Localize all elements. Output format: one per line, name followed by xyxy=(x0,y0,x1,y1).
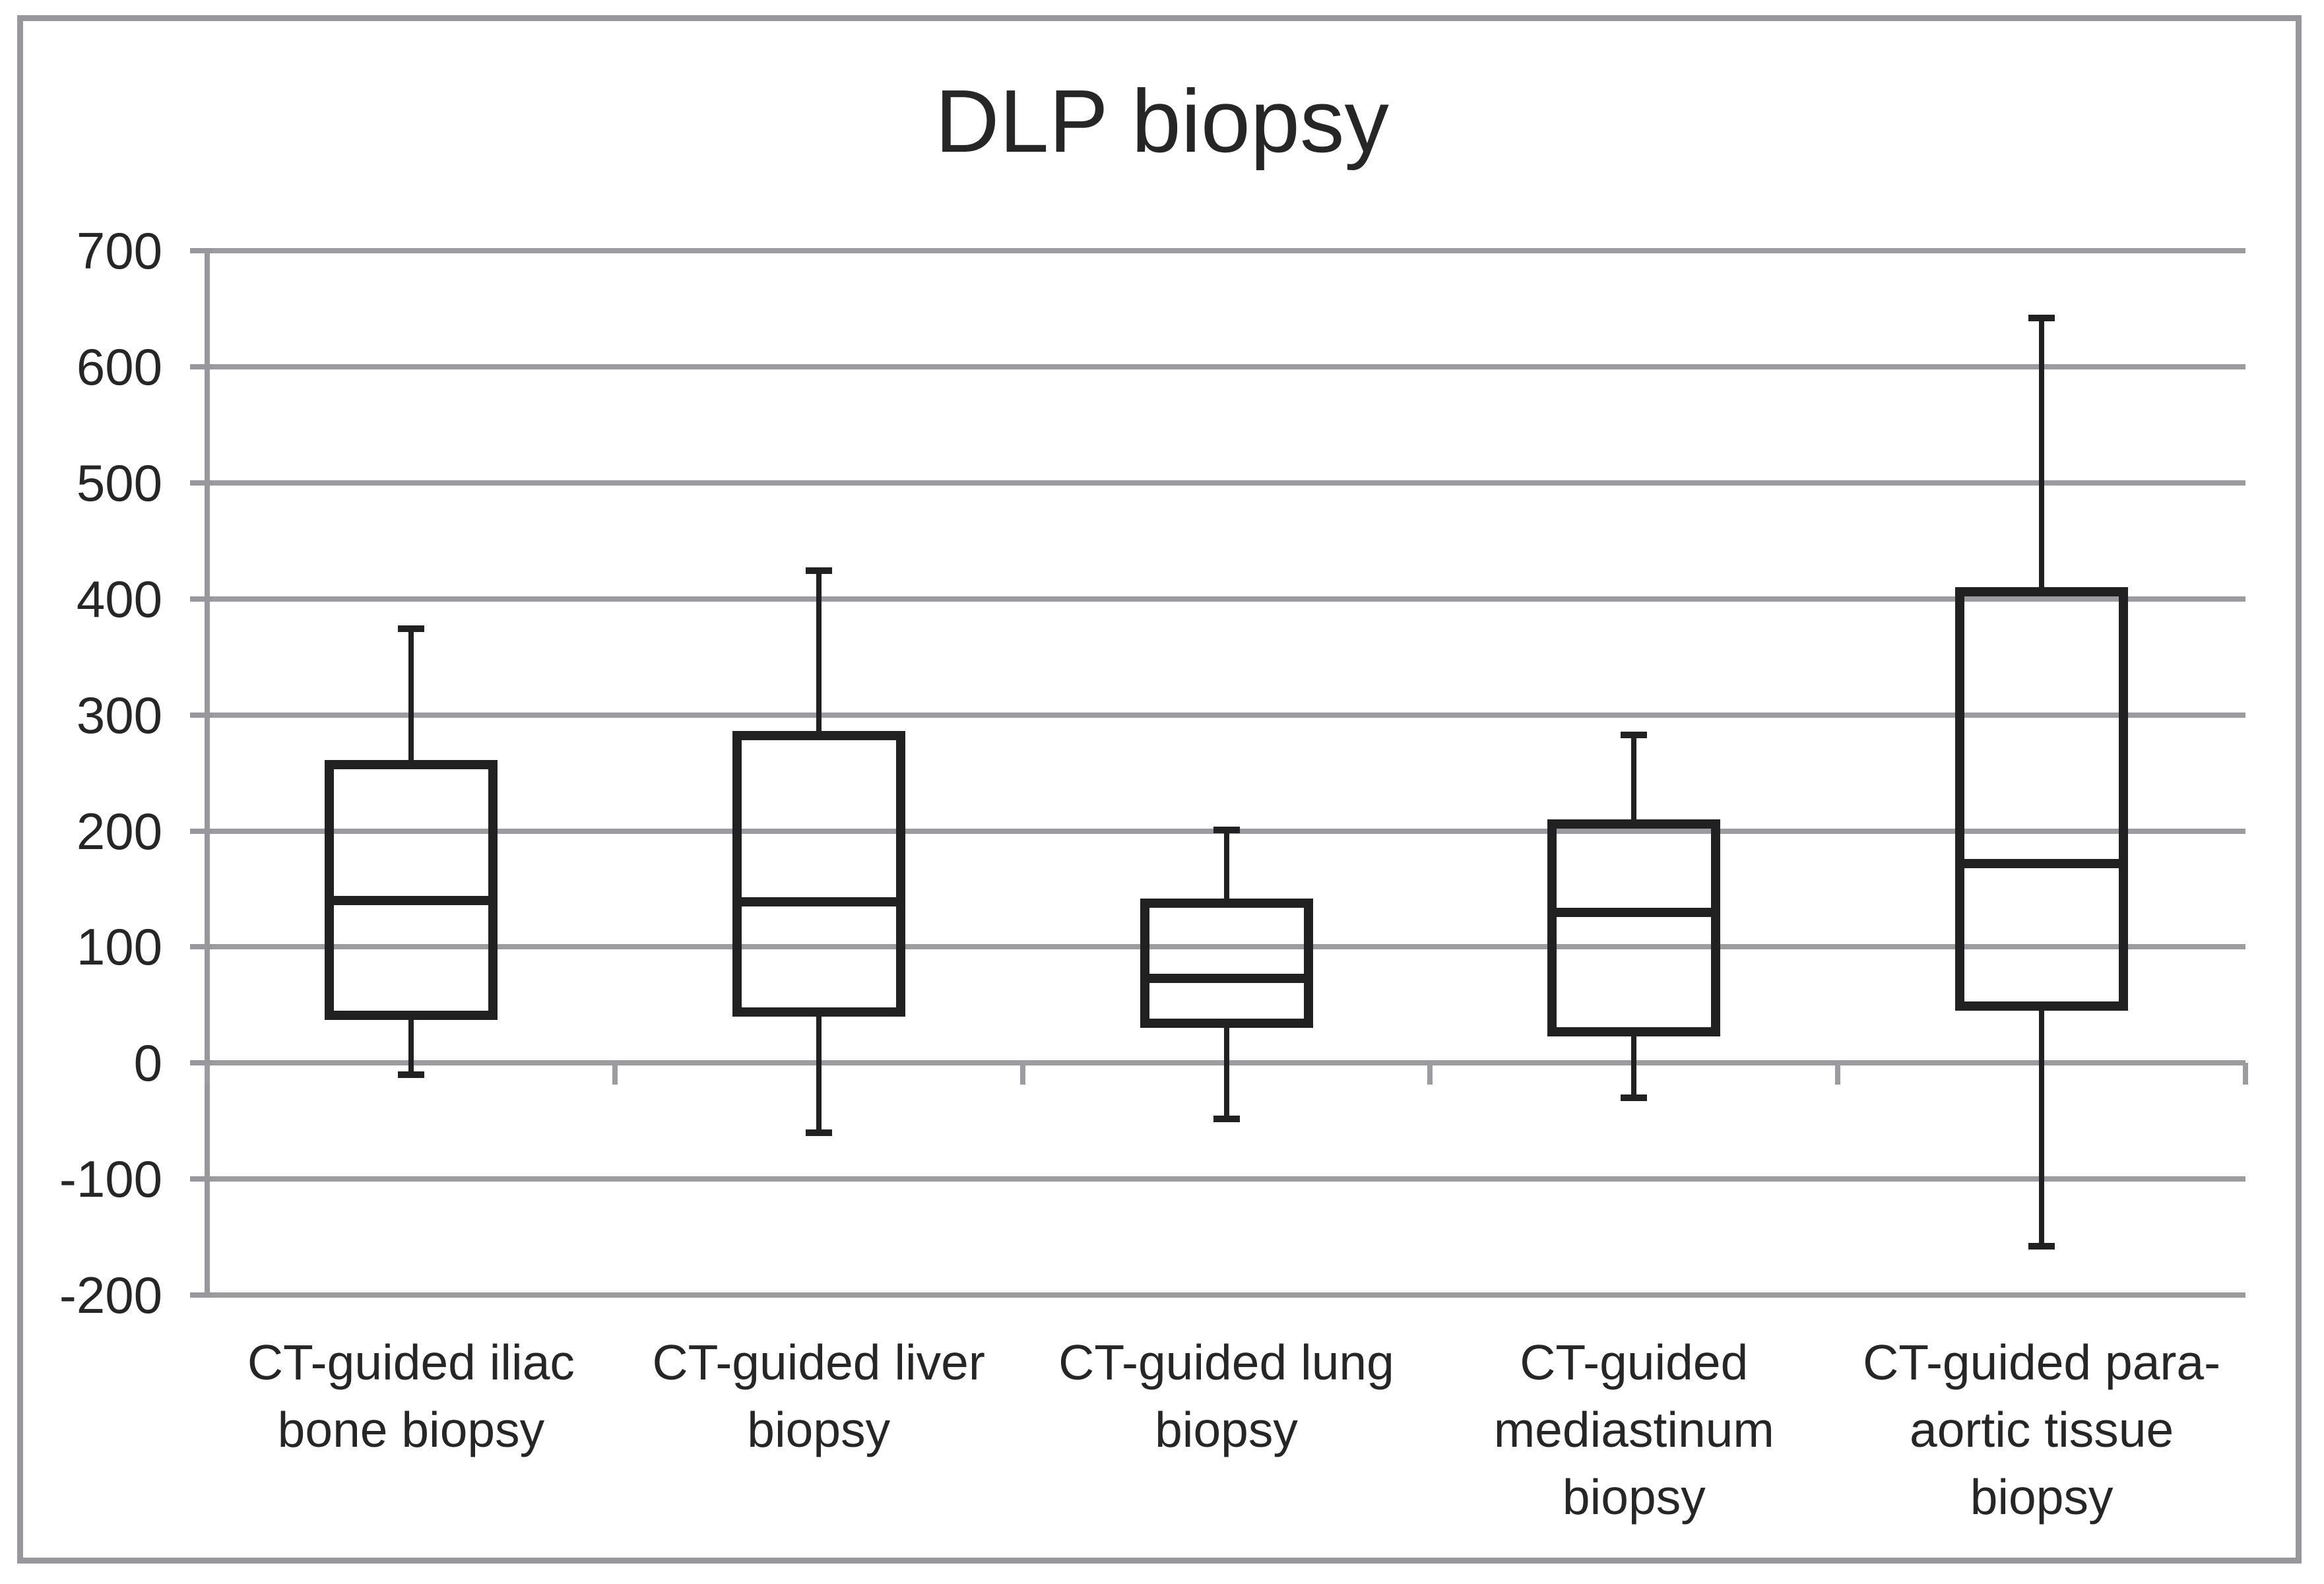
category-label: CT-guided iliac bone biopsy xyxy=(247,1335,575,1457)
whisker-cap-max xyxy=(805,567,832,575)
whisker-upper xyxy=(816,571,822,736)
iqr-box xyxy=(1955,587,2129,1011)
gridline xyxy=(207,364,2245,369)
iqr-box xyxy=(1547,819,1721,1036)
chart-title: DLP biopsy xyxy=(935,71,1389,171)
y-tick-label: -100 xyxy=(59,1150,162,1209)
whisker-lower xyxy=(1631,1031,1637,1098)
y-axis-tick xyxy=(190,248,212,253)
whisker-cap-min xyxy=(1213,1115,1240,1122)
gridline xyxy=(207,596,2245,602)
y-axis-line xyxy=(205,248,210,1298)
y-axis-tick xyxy=(190,364,212,369)
category-axis-tick xyxy=(1427,1063,1433,1085)
whisker-cap-min xyxy=(1621,1094,1648,1102)
category-label: CT-guided para- aortic tissue biopsy xyxy=(1863,1335,2221,1525)
gridline xyxy=(207,712,2245,718)
gridline xyxy=(207,480,2245,486)
median-line xyxy=(1547,907,1721,917)
y-tick-label: 400 xyxy=(76,569,162,628)
y-axis-tick xyxy=(190,1176,212,1182)
category-axis-tick xyxy=(2243,1063,2248,1085)
category-label: CT-guided lung biopsy xyxy=(1058,1335,1394,1457)
y-axis-tick xyxy=(190,828,212,834)
whisker-upper xyxy=(408,629,414,765)
whisker-cap-max xyxy=(397,625,424,633)
median-line xyxy=(1955,858,2129,868)
category-label: CT-guided liver biopsy xyxy=(652,1335,985,1457)
category-axis-tick xyxy=(1019,1063,1025,1085)
iqr-box xyxy=(1140,898,1313,1029)
whisker-upper xyxy=(1631,734,1637,824)
whisker-cap-min xyxy=(805,1129,832,1136)
gridline xyxy=(207,944,2245,950)
whisker-upper xyxy=(2039,318,2045,592)
median-line xyxy=(1140,973,1313,983)
y-tick-label: 300 xyxy=(76,685,162,744)
whisker-upper xyxy=(1223,829,1229,903)
whisker-lower xyxy=(2039,1006,2045,1247)
category-axis-tick xyxy=(1835,1063,1841,1085)
iqr-box xyxy=(732,731,905,1017)
y-tick-label: 600 xyxy=(76,337,162,396)
whisker-lower xyxy=(1223,1023,1229,1119)
y-tick-label: 100 xyxy=(76,918,162,976)
y-axis-tick xyxy=(190,1292,212,1298)
y-tick-label: 700 xyxy=(76,222,162,280)
gridline xyxy=(207,1176,2245,1182)
chart-frame xyxy=(17,15,2302,1564)
gridline xyxy=(207,1292,2245,1298)
category-axis-tick xyxy=(205,1063,210,1085)
whisker-cap-max xyxy=(2028,315,2055,322)
y-axis-tick xyxy=(190,712,212,718)
y-tick-label: 500 xyxy=(76,453,162,512)
y-axis-tick xyxy=(190,480,212,486)
whisker-cap-min xyxy=(397,1071,424,1078)
y-tick-label: 0 xyxy=(133,1034,162,1093)
y-tick-label: -200 xyxy=(59,1266,162,1325)
whisker-cap-min xyxy=(2028,1243,2055,1250)
whisker-lower xyxy=(408,1015,414,1075)
whisker-lower xyxy=(816,1011,822,1133)
y-axis-tick xyxy=(190,596,212,602)
category-axis-tick xyxy=(612,1063,618,1085)
gridline xyxy=(207,248,2245,253)
whisker-cap-max xyxy=(1621,731,1648,738)
iqr-box xyxy=(324,760,498,1021)
median-line xyxy=(732,897,905,906)
category-label: CT-guided mediastinum biopsy xyxy=(1493,1335,1774,1525)
median-line xyxy=(324,896,498,906)
whisker-cap-max xyxy=(1213,826,1240,833)
y-axis-tick xyxy=(190,1060,212,1066)
y-tick-label: 200 xyxy=(76,802,162,860)
y-axis-tick xyxy=(190,944,212,950)
